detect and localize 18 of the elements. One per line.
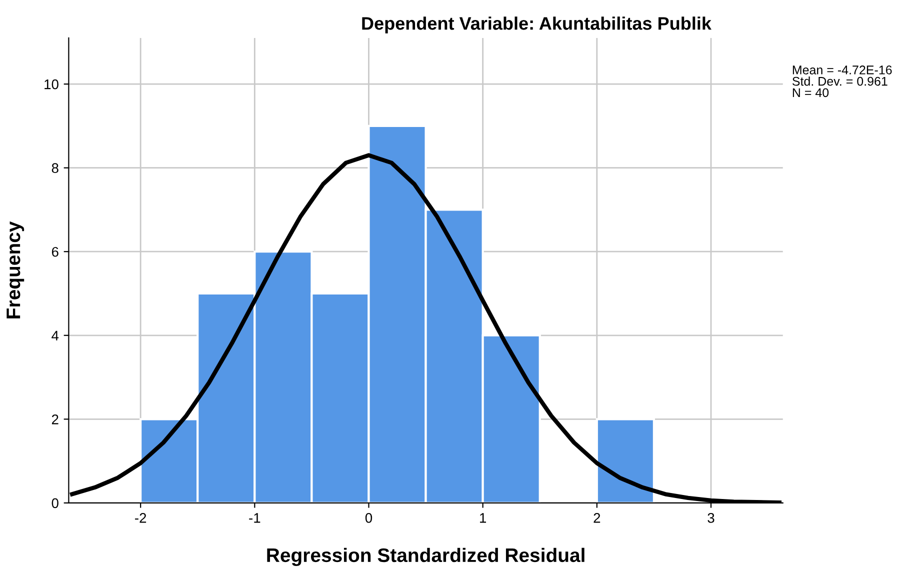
- y-tick-label: 8: [52, 163, 58, 174]
- y-tick-label: 2: [52, 414, 58, 424]
- chart-title: Dependent Variable: Akuntabilitas Publik: [362, 16, 712, 34]
- y-tick-label: 0: [52, 498, 58, 508]
- x-tick-label: 1: [480, 513, 486, 523]
- y-tick-label: 10: [44, 79, 58, 90]
- text: Std. Dev. = 0.961: [792, 76, 888, 86]
- text: N = 40: [792, 88, 829, 98]
- x-tick-label: 2: [594, 513, 600, 523]
- x-axis-title: Regression Standardized Residual: [267, 548, 584, 566]
- text: Mean = -4.72E-16: [792, 66, 892, 74]
- y-tick-label: 4: [52, 330, 59, 340]
- y-axis-title: Frequency: [6, 221, 24, 318]
- x-tick-label: -2: [135, 513, 146, 523]
- x-tick-label: 3: [708, 513, 714, 523]
- x-tick-label: -1: [249, 513, 260, 523]
- y-tick-label: 6: [52, 246, 58, 257]
- x-tick-label: 0: [365, 513, 372, 523]
